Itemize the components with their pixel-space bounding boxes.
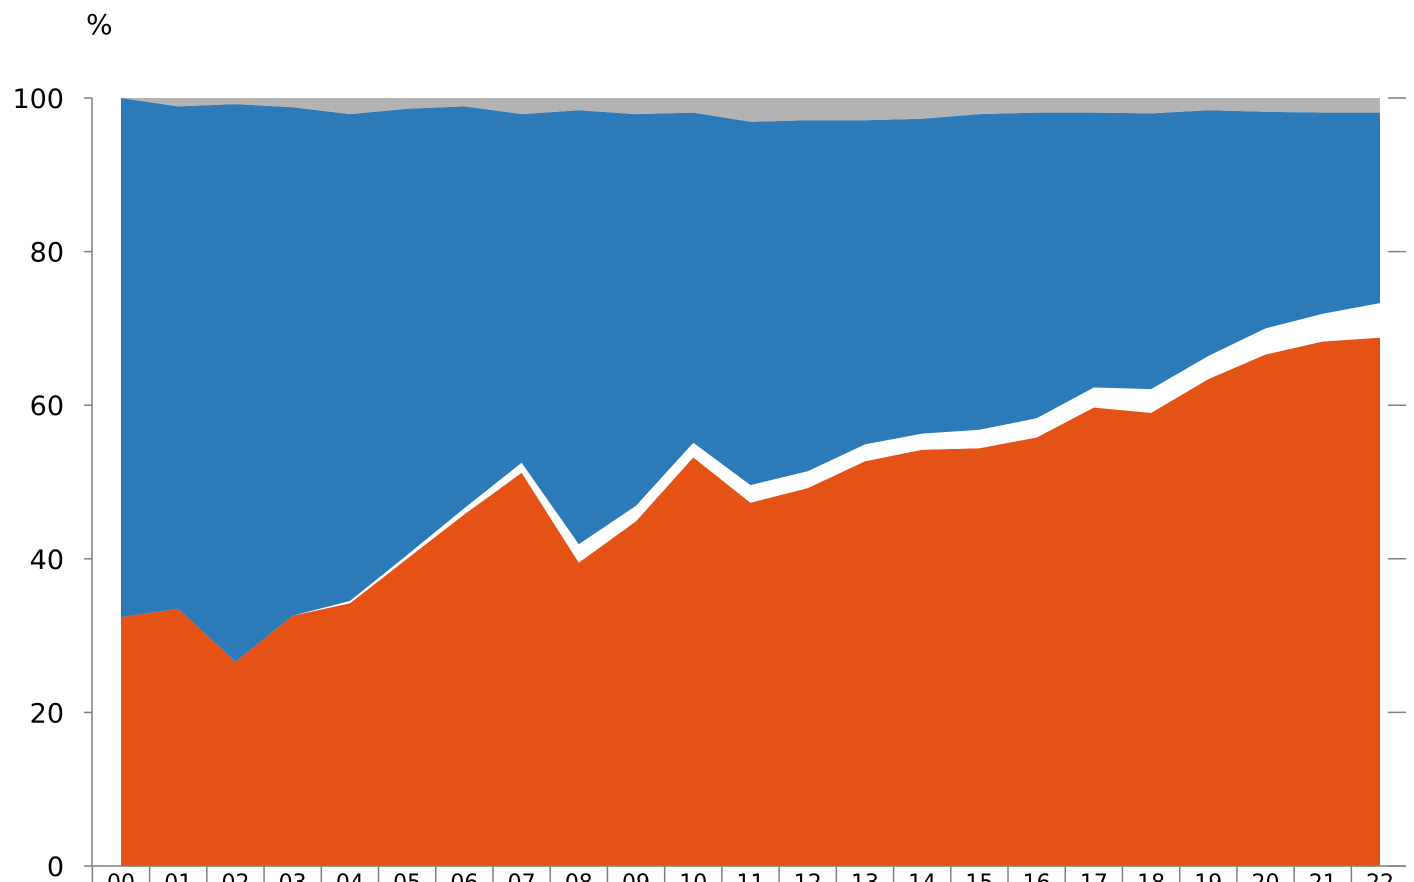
x-tick-label: 15 bbox=[965, 871, 993, 882]
area-layers bbox=[121, 98, 1380, 867]
x-tick-label: 03 bbox=[279, 871, 307, 882]
x-tick-label: 07 bbox=[508, 871, 536, 882]
x-tick-label: 20 bbox=[1252, 871, 1280, 882]
y-tick-label: 0 bbox=[47, 852, 64, 882]
x-tick-label: 08 bbox=[565, 871, 593, 882]
x-tick-label: 10 bbox=[679, 871, 707, 882]
y-tick-label: 100 bbox=[12, 84, 64, 115]
area-series-3 bbox=[121, 98, 1380, 122]
y-tick-label: 40 bbox=[30, 545, 64, 576]
x-tick-label: 05 bbox=[393, 871, 421, 882]
x-tick-label: 06 bbox=[450, 871, 478, 882]
x-tick-label: 19 bbox=[1194, 871, 1222, 882]
x-tick-label: 09 bbox=[622, 871, 650, 882]
area-series-0 bbox=[121, 337, 1380, 867]
x-tick-label: 16 bbox=[1023, 871, 1051, 882]
axes bbox=[91, 98, 1406, 867]
x-tick-label: 22 bbox=[1366, 871, 1394, 882]
x-tick-label: 17 bbox=[1080, 871, 1108, 882]
y-tick-label: 60 bbox=[30, 391, 64, 422]
y-tick-label: 20 bbox=[30, 698, 64, 729]
x-tick-label: 18 bbox=[1137, 871, 1165, 882]
x-tick-label: 21 bbox=[1309, 871, 1337, 882]
x-tick-label: 14 bbox=[908, 871, 936, 882]
y-tick-label: 80 bbox=[30, 238, 64, 269]
x-tick-label: 11 bbox=[737, 871, 765, 882]
x-ticks: 00 01 02 03 04 05 06 07 08 09 10 11 12 13 14 15 16 17 18 19… bbox=[91, 866, 1394, 882]
area-series-2 bbox=[121, 98, 1380, 662]
x-tick-label: 13 bbox=[851, 871, 879, 882]
x-tick-label: 04 bbox=[336, 871, 364, 882]
x-tick-label: 00 bbox=[107, 871, 135, 882]
y-axis-label: % bbox=[86, 8, 113, 41]
x-tick-label: 02 bbox=[221, 871, 249, 882]
x-tick-label: 01 bbox=[164, 871, 192, 882]
x-tick-label: 12 bbox=[794, 871, 822, 882]
area-series-1 bbox=[121, 303, 1380, 662]
